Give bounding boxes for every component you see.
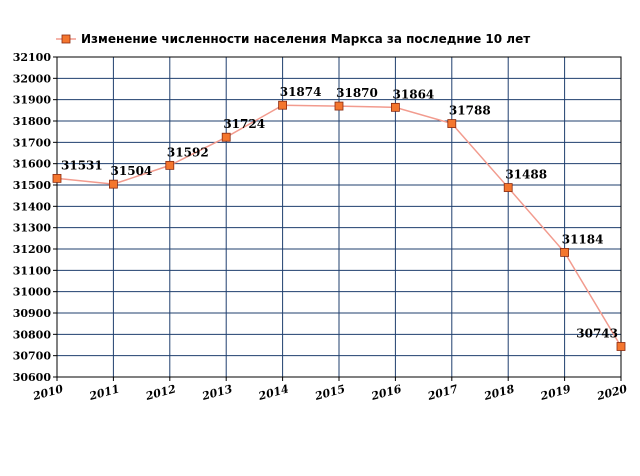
- y-tick-label: 31700: [13, 136, 52, 149]
- data-point: [616, 342, 626, 351]
- legend-label: Изменение численности населения Маркса з…: [81, 32, 530, 46]
- x-tick-label: 2018: [482, 382, 516, 403]
- data-label: 31184: [562, 232, 604, 246]
- data-point: [334, 101, 344, 111]
- y-tick-label: 31600: [13, 158, 52, 171]
- x-tick-label: 2017: [425, 382, 459, 403]
- y-tick-label: 30600: [13, 371, 52, 384]
- data-point: [503, 183, 513, 192]
- data-labels: 31531 31504 31592 31724 31874 31870 31864 31788…: [61, 85, 618, 340]
- data-label: 31864: [393, 87, 435, 101]
- x-tick-label: 2019: [538, 382, 572, 403]
- x-tick-label: 2014: [256, 382, 290, 403]
- x-tick-label: 2011: [87, 382, 121, 403]
- data-label: 31870: [336, 86, 378, 100]
- data-point: [560, 248, 569, 257]
- data-label: 30743: [576, 326, 618, 340]
- axes: 30600 30700 30800 30900 31000 31100 31200 31300…: [13, 51, 629, 403]
- x-tick-label: 2010: [31, 382, 65, 403]
- data-point: [109, 179, 118, 189]
- data-point: [278, 100, 288, 110]
- y-tick-label: 30800: [13, 328, 52, 341]
- x-tick-label: 2020: [595, 382, 629, 403]
- data-label: 31592: [167, 145, 209, 159]
- y-tick-label: 30900: [13, 307, 52, 320]
- y-tick-label: 31500: [13, 179, 52, 192]
- x-tick-label: 2016: [369, 382, 403, 403]
- legend-marker: [61, 34, 71, 44]
- y-tick-label: 32000: [13, 72, 52, 85]
- y-tick-label: 31400: [13, 200, 52, 213]
- y-tick-label: 30700: [13, 350, 52, 363]
- x-tick-label: 2012: [143, 382, 177, 403]
- plot-frame: [56, 56, 622, 378]
- data-label: 31531: [61, 158, 103, 172]
- y-tick-label: 31900: [13, 94, 52, 107]
- x-tick-label: 2015: [313, 382, 347, 403]
- data-point: [221, 132, 231, 142]
- y-tick-label: 31300: [13, 222, 52, 235]
- y-tick-label: 31000: [13, 286, 52, 299]
- legend: Изменение численности населения Маркса з…: [56, 32, 530, 46]
- data-point: [52, 173, 62, 183]
- data-point: [165, 160, 175, 170]
- data-point: [390, 102, 400, 112]
- y-tick-label: 31100: [13, 264, 52, 277]
- data-label: 31788: [449, 104, 491, 118]
- y-tick-label: 31200: [13, 243, 52, 256]
- y-tick-label: 31800: [13, 115, 52, 128]
- data-point: [447, 119, 457, 128]
- grid: [56, 56, 622, 378]
- y-tick-label: 32100: [13, 51, 52, 64]
- data-label: 31874: [280, 85, 322, 99]
- x-tick-label: 2013: [200, 382, 234, 403]
- data-label: 31504: [111, 164, 153, 178]
- data-label: 31724: [223, 117, 265, 131]
- data-label: 31488: [505, 168, 547, 182]
- series: [52, 100, 626, 351]
